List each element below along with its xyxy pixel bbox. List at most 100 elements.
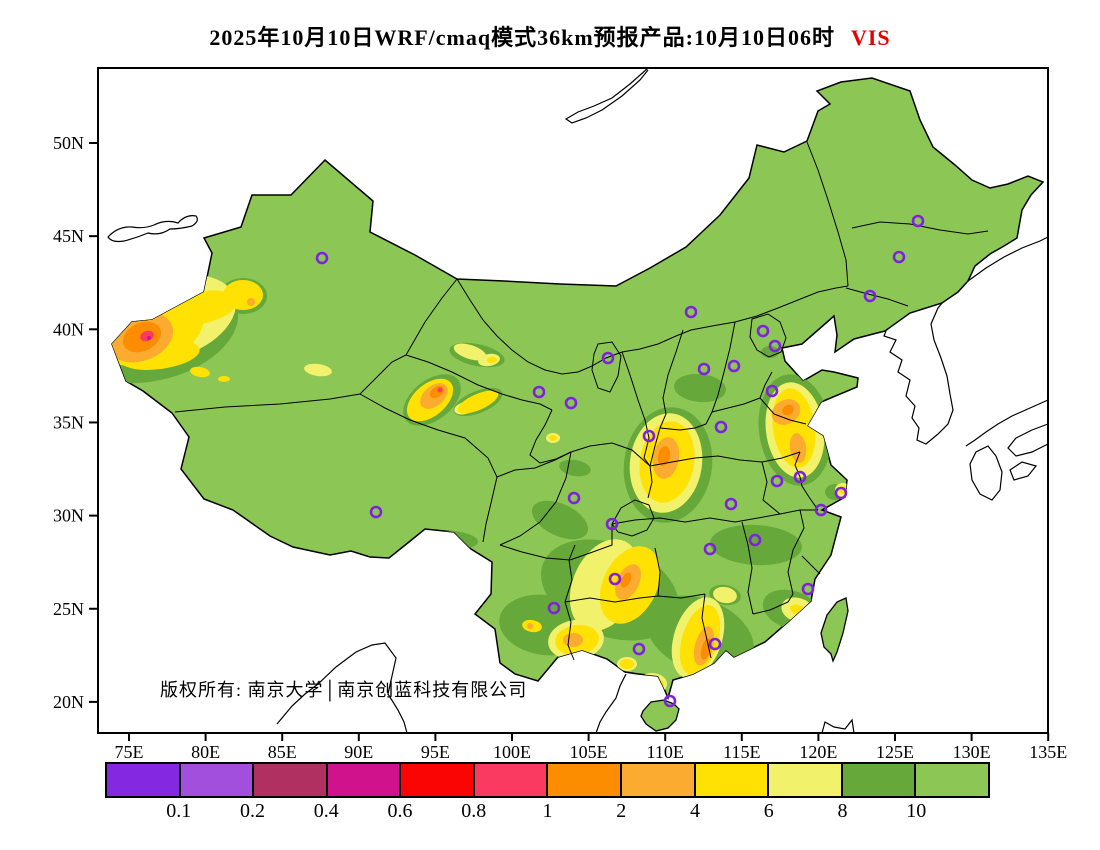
city-marker-xian [642, 429, 656, 443]
korea-coast [883, 278, 971, 445]
colorbar-segment-6 [548, 764, 623, 796]
title-vis-tag: VIS [850, 25, 891, 50]
colorbar-segment-4 [401, 764, 475, 796]
city-marker-zhengzhou [714, 420, 728, 434]
colorbar-segment-2 [254, 764, 328, 796]
city-marker-hefei [770, 474, 784, 488]
vietnam-coast [595, 673, 627, 734]
colorbar-value-label: 4 [690, 800, 700, 822]
colorbar [105, 762, 990, 798]
page-title: 2025年10月10日WRF/cmaq模式36km预报产品:10月10日06时 V… [0, 20, 1100, 52]
colorbar-value-label: 2 [616, 800, 627, 822]
lon-tick-label: 110E [647, 742, 684, 762]
city-marker-haikou [663, 694, 677, 708]
neighbor-coastlines [107, 67, 1049, 734]
colorbar-value-label: 1 [542, 800, 553, 822]
colorbar-segment-0 [107, 764, 181, 796]
lon-tick-label: 80E [191, 742, 220, 762]
japan-shikoku [1009, 461, 1038, 481]
lat-tick-label: 40N [53, 319, 84, 339]
city-marker-shanghai [834, 486, 848, 500]
lat-tick-label: 20N [53, 692, 84, 712]
colorbar-value-label: 0.6 [387, 800, 413, 822]
lon-tick-label: 130E [953, 742, 991, 762]
city-markers [315, 214, 925, 708]
city-marker-fuzhou [801, 582, 815, 596]
lat-tick-label: 25N [53, 599, 84, 619]
colorbar-segment-11 [916, 764, 988, 796]
japan-honshu [965, 399, 1049, 447]
city-marker-guiyang [608, 572, 622, 586]
city-marker-lhasa [369, 505, 383, 519]
city-marker-nanning [632, 642, 646, 656]
city-marker-shenyang [863, 289, 877, 303]
city-marker-harbin [911, 214, 925, 228]
japan-chugoku [1007, 423, 1049, 457]
colorbar-segment-1 [180, 764, 255, 796]
city-marker-jinan [765, 384, 779, 398]
city-marker-guangzhou [708, 637, 722, 651]
city-marker-hohhot [684, 305, 698, 319]
colorbar-segment-3 [327, 764, 402, 796]
colorbar-value-label: 6 [763, 800, 774, 822]
lon-tick-label: 100E [493, 742, 531, 762]
lat-axis: 50N 45N 40N 35N 30N 25N 20N [53, 133, 98, 712]
lon-tick-label: 75E [115, 742, 144, 762]
colorbar-value-label: 0.2 [240, 800, 265, 822]
lon-tick-label: 135E [1029, 742, 1067, 762]
city-marker-urumqi [315, 251, 329, 265]
lon-tick-label: 120E [799, 742, 837, 762]
city-marker-xining [532, 385, 546, 399]
colorbar-segment-9 [769, 764, 843, 796]
lon-tick-label: 125E [876, 742, 914, 762]
contour-band-04-06 [147, 336, 151, 340]
colorbar-value-label: 0.8 [461, 800, 487, 822]
city-marker-taiyuan [697, 362, 711, 376]
city-marker-changsha [703, 542, 717, 556]
lat-tick-label: 35N [53, 412, 84, 432]
lake-balkhash [107, 215, 198, 243]
city-marker-yinchuan [601, 351, 615, 365]
map-frame [97, 67, 1049, 734]
city-marker-nanchang [748, 533, 762, 547]
lon-tick-label: 85E [268, 742, 297, 762]
colorbar-value-label: 8 [837, 800, 848, 822]
province-borders [174, 141, 989, 661]
city-marker-hangzhou [814, 503, 828, 517]
colorbar-segment-10 [842, 764, 917, 796]
lon-tick-label: 95E [421, 742, 450, 762]
city-marker-tianjin [768, 339, 782, 353]
city-marker-chongqing [605, 517, 619, 531]
city-marker-kunming [547, 601, 561, 615]
myanmar-coast [276, 642, 408, 734]
lat-tick-label: 50N [53, 133, 84, 153]
city-marker-beijing [756, 324, 770, 338]
luzon-coast [821, 718, 855, 734]
colorbar-value-label: 10 [906, 800, 927, 822]
lon-axis: 75E 80E 85E 90E 95E 100E 105E 110E 115E 120E 125E 1… [115, 733, 1067, 762]
hainan-island [640, 699, 680, 732]
colorbar-segment-8 [695, 764, 770, 796]
colorbar-segment-7 [622, 764, 696, 796]
city-marker-nanjing [793, 470, 807, 484]
taiwan-island [820, 597, 849, 663]
lon-tick-label: 105E [570, 742, 608, 762]
lat-tick-label: 30N [53, 506, 84, 526]
city-marker-lanzhou [564, 396, 578, 410]
colorbar-labels: 0.1 0.2 0.4 0.6 0.8 1 2 4 6 8 10 [105, 800, 990, 828]
china-landmass [111, 77, 1045, 701]
colorbar-value-label: 0.1 [166, 800, 192, 822]
lat-tick-label: 45N [53, 226, 84, 246]
city-marker-shijiazhuang [727, 359, 741, 373]
city-marker-chengdu [567, 491, 581, 505]
colorbar-segment-5 [474, 764, 549, 796]
copyright-text: 版权所有: 南京大学│南京创蓝科技有限公司 [160, 679, 527, 702]
lon-tick-label: 115E [723, 742, 760, 762]
russia-coast [967, 236, 1049, 282]
japan-kyushu [969, 445, 1003, 501]
city-marker-wuhan [724, 497, 738, 511]
city-marker-changchun [892, 250, 906, 264]
title-text: 2025年10月10日WRF/cmaq模式36km预报产品:10月10日06时 [209, 25, 835, 50]
